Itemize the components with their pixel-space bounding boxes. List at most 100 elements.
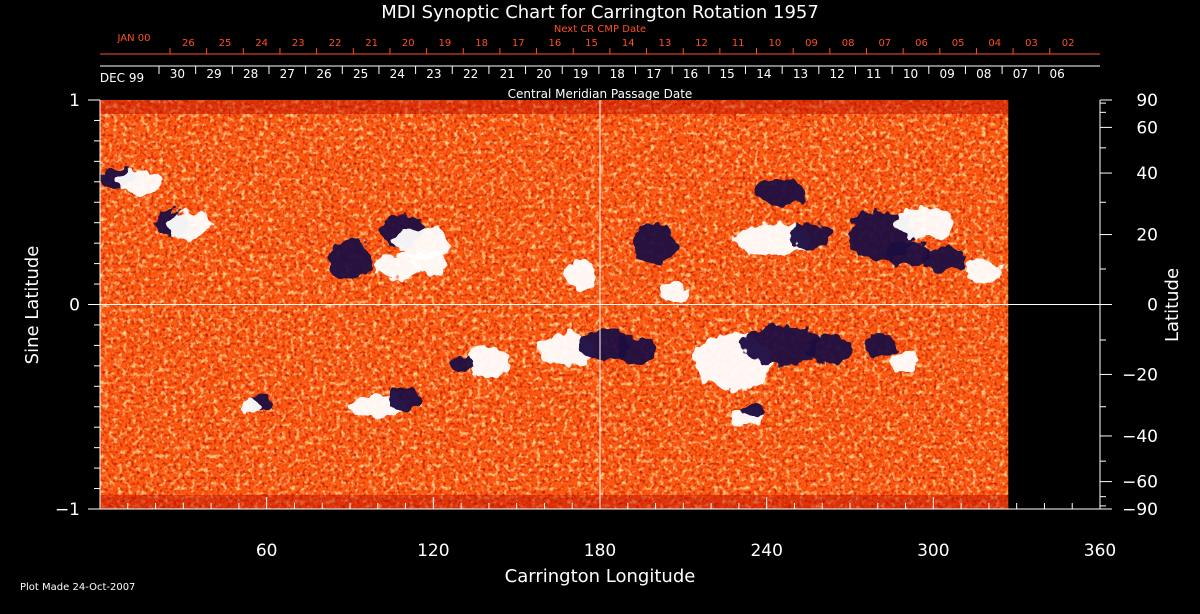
cmp-date-label: 13 xyxy=(793,67,808,81)
x-tick-label: 120 xyxy=(417,541,449,561)
y-left-tick-label: 1 xyxy=(69,91,80,111)
next-cr-date-label: 08 xyxy=(842,38,855,49)
next-cr-axis-label: Next CR CMP Date xyxy=(554,24,646,35)
next-cr-date-label: 24 xyxy=(255,38,268,49)
cmp-month-label: DEC 99 xyxy=(100,71,144,85)
next-cr-cmp-axis: 26 25 24 23 22 21 20 19 18 17 16 15 14 13 12 11 10 09 08 07… xyxy=(100,38,1100,55)
next-cr-date-label: 23 xyxy=(292,38,305,49)
cmp-date-label: 10 xyxy=(903,67,918,81)
negative-polarity-region xyxy=(886,241,931,266)
y-right-tick-label: 90 xyxy=(1136,91,1158,111)
cmp-axis-label: Central Meridian Passage Date xyxy=(508,87,693,101)
y-axis-label-left: Sine Latitude xyxy=(22,246,43,365)
cmp-date-label: 11 xyxy=(866,67,881,81)
next-cr-date-label: 11 xyxy=(732,38,745,49)
positive-polarity-region xyxy=(238,400,262,413)
negative-polarity-region xyxy=(388,386,423,411)
next-cr-date-label: 20 xyxy=(402,38,415,49)
positive-polarity-region xyxy=(563,261,598,291)
cmp-date-label: 15 xyxy=(720,67,735,81)
next-cr-date-label: 03 xyxy=(1025,38,1038,49)
negative-polarity-region xyxy=(450,355,473,372)
next-cr-date-label: 04 xyxy=(988,38,1001,49)
negative-polarity-region xyxy=(741,404,764,417)
negative-polarity-region xyxy=(327,239,373,280)
next-cr-date-label: 09 xyxy=(805,38,818,49)
cmp-date-label: 07 xyxy=(1013,67,1028,81)
positive-polarity-region xyxy=(891,351,920,372)
y-right-tick-label: −60 xyxy=(1122,473,1158,493)
next-cr-date-label: 02 xyxy=(1062,38,1075,49)
y-right-tick-label: 0 xyxy=(1147,296,1158,316)
next-cr-date-label: 21 xyxy=(365,38,378,49)
cmp-date-label: 17 xyxy=(646,67,661,81)
next-cr-month-label: JAN 00 xyxy=(117,33,151,44)
next-cr-date-label: 12 xyxy=(695,38,708,49)
cmp-date-label: 08 xyxy=(976,67,991,81)
plot-made-footer: Plot Made 24-Oct-2007 xyxy=(20,582,135,593)
next-cr-date-label: 13 xyxy=(659,38,672,49)
y-left-tick-label: 0 xyxy=(69,296,80,316)
cmp-date-label: 28 xyxy=(243,67,258,81)
negative-polarity-region xyxy=(808,335,853,364)
axes: 60 120 180 240 300 360 1 0 −1 90 60 40 20 0 −20 −40 −60 −… xyxy=(55,91,1158,561)
negative-polarity-region xyxy=(633,222,678,264)
x-tick-label: 300 xyxy=(917,541,949,561)
cmp-date-label: 21 xyxy=(500,67,515,81)
x-tick-label: 180 xyxy=(584,541,616,561)
next-cr-date-label: 05 xyxy=(952,38,965,49)
cmp-date-label: 26 xyxy=(316,67,331,81)
y-right-tick-label: −20 xyxy=(1122,365,1158,385)
next-cr-date-label: 19 xyxy=(439,38,452,49)
next-cr-date-label: 06 xyxy=(915,38,928,49)
next-cr-date-label: 25 xyxy=(219,38,232,49)
next-cr-date-label: 15 xyxy=(585,38,598,49)
positive-polarity-region xyxy=(897,206,953,240)
cmp-date-label: 23 xyxy=(426,67,441,81)
negative-polarity-region xyxy=(863,333,898,358)
next-cr-date-label: 26 xyxy=(182,38,195,49)
y-right-tick-label: 40 xyxy=(1136,164,1158,184)
y-right-tick-label: −40 xyxy=(1122,427,1158,447)
next-cr-date-label: 18 xyxy=(475,38,488,49)
negative-polarity-region xyxy=(788,222,834,248)
next-cr-date-label: 22 xyxy=(329,38,342,49)
negative-polarity-region xyxy=(922,247,967,272)
active-regions xyxy=(100,167,1003,426)
y-right-tick-label: 60 xyxy=(1136,118,1158,138)
positive-polarity-region xyxy=(394,226,450,260)
north-polar-band xyxy=(100,100,1009,114)
positive-polarity-region xyxy=(166,210,212,240)
x-tick-label: 60 xyxy=(256,541,278,561)
positive-polarity-region xyxy=(466,345,512,379)
cmp-date-label: 24 xyxy=(390,67,405,81)
cmp-date-label: 16 xyxy=(683,67,698,81)
next-cr-date-label: 14 xyxy=(622,38,635,49)
y-right-tick-label: −90 xyxy=(1122,500,1158,520)
negative-polarity-region xyxy=(752,179,809,205)
y-axis-label-right: Latitude xyxy=(1162,268,1183,342)
x-axis-label: Carrington Longitude xyxy=(505,566,696,587)
cmp-date-label: 18 xyxy=(610,67,625,81)
cmp-date-label: 12 xyxy=(830,67,845,81)
cmp-date-label: 20 xyxy=(536,67,551,81)
cmp-date-label: 06 xyxy=(1049,67,1064,81)
positive-polarity-region xyxy=(538,333,595,366)
positive-polarity-region xyxy=(116,169,162,195)
y-left-tick-label: −1 xyxy=(55,500,80,520)
positive-polarity-region xyxy=(661,279,689,305)
next-cr-date-label: 07 xyxy=(878,38,891,49)
x-tick-label: 240 xyxy=(750,541,782,561)
cmp-date-label: 09 xyxy=(939,67,954,81)
positive-polarity-region xyxy=(375,253,420,278)
next-cr-date-label: 10 xyxy=(768,38,781,49)
chart-title: MDI Synoptic Chart for Carrington Rotati… xyxy=(381,2,819,23)
cmp-date-label: 30 xyxy=(170,67,185,81)
y-right-tick-label: 20 xyxy=(1136,226,1158,246)
cmp-date-label: 25 xyxy=(353,67,368,81)
south-polar-band xyxy=(100,495,1009,509)
cmp-date-label: 29 xyxy=(206,67,221,81)
cmp-date-label: 22 xyxy=(463,67,478,81)
